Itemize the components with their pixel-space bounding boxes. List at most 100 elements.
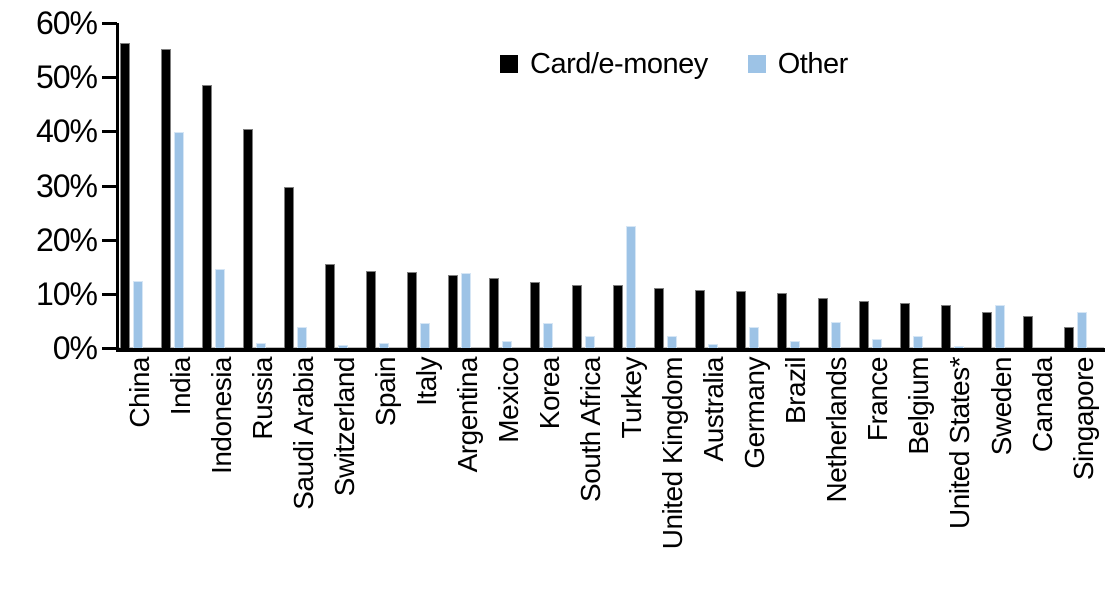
category-label-cell: Australia [694,357,735,577]
category-label: China [123,357,155,428]
category-label-cell: Korea [529,357,570,577]
bar-group-indonesia [201,23,242,348]
y-axis-tick-label: 40% [35,113,98,150]
category-label: Italy [410,357,442,406]
x-axis-category-labels: China India Indonesia Russia Saudi Arabia Swi… [119,357,1104,577]
bar-card [653,288,664,348]
category-label-cell: United States* [940,357,981,577]
card-series-swatch-icon [500,55,518,73]
y-axis-line [116,23,119,351]
bar-other [994,305,1005,348]
bar-other [215,269,226,348]
y-axis-tick-mark [102,130,117,134]
y-axis-tick-mark [102,76,117,80]
bar-group-brazil [776,23,817,348]
bar-card [940,305,951,348]
bar-other [912,336,923,348]
bar-other [871,338,882,348]
bar-group-canada [1022,23,1063,348]
y-axis-tick-label: 20% [35,221,98,258]
category-label-cell: Belgium [899,357,940,577]
bar-other [789,340,800,348]
bar-group-saudi-arabia [283,23,324,348]
bar-card [981,312,992,348]
y-axis-tick-mark [102,347,117,350]
chart-legend: Card/e-money Other [500,46,848,82]
bar-card [243,128,254,348]
bar-card [899,303,910,348]
category-label: Belgium [903,357,935,455]
y-axis-tick-label: 0% [52,330,98,366]
bar-other [666,335,677,348]
category-label: Indonesia [205,357,237,474]
category-label: India [164,357,196,416]
category-label-cell: Turkey [612,357,653,577]
legend-label-other: Other [777,48,849,80]
bar-card [284,186,295,348]
category-label-cell: Canada [1022,357,1063,577]
y-axis-tick-mark [102,238,117,242]
bar-other [133,281,143,348]
bar-card [612,285,623,348]
bar-group-netherlands [817,23,858,348]
category-label-cell: Netherlands [817,357,858,577]
bar-group-united-kingdom [653,23,694,348]
category-label: Russia [246,357,278,440]
y-axis-tick-label: 50% [35,59,98,96]
category-label: Australia [698,357,730,462]
category-label-cell: Russia [242,357,283,577]
bar-other [830,322,841,348]
bar-other [379,343,390,348]
bar-other [256,343,267,348]
category-label: Mexico [492,357,524,443]
bar-card [694,289,705,348]
y-axis-tick-mark [102,184,117,188]
category-label: United Kingdom [657,357,689,550]
bar-group-australia [694,23,735,348]
bar-group-belgium [899,23,940,348]
category-label-cell: South Africa [571,357,612,577]
bar-card [571,284,582,348]
bar-card [120,42,130,348]
bar-card [1064,327,1075,348]
category-label-cell: United Kingdom [653,357,694,577]
category-label: Turkey [616,357,648,439]
y-axis-tick-label: 10% [35,275,98,312]
bar-group-south-africa [571,23,612,348]
category-label: Argentina [451,357,483,473]
bar-card [325,263,336,348]
bar-card [776,293,787,348]
bar-other [461,272,472,348]
legend-label-card: Card/e-money [530,48,708,80]
bar-card [858,300,869,348]
bar-group-spain [365,23,406,348]
bar-card [489,277,500,348]
category-label-cell: Indonesia [201,357,242,577]
category-label: Canada [1026,357,1058,453]
bar-group-sweden [981,23,1022,348]
category-label-cell: France [858,357,899,577]
bar-group-germany [735,23,776,348]
bar-card [735,290,746,348]
category-label: Sweden [985,357,1017,456]
category-label-cell: Mexico [488,357,529,577]
plot-area [119,23,1104,348]
bar-group-mexico [488,23,529,348]
category-label-cell: India [160,357,201,577]
bar-other [502,340,513,348]
bar-card [817,297,828,348]
y-axis-tick-label: 30% [35,167,98,204]
bar-group-korea [529,23,570,348]
bar-other [707,343,718,348]
other-series-swatch-icon [747,55,766,73]
category-label: Netherlands [821,357,853,503]
bar-group-china [119,23,160,348]
x-axis-line [116,348,1105,352]
category-label: Germany [739,357,771,469]
category-label: Singapore [1067,357,1099,481]
category-label: Brazil [780,357,812,425]
bar-card [161,49,172,348]
category-label-cell: Spain [365,357,406,577]
bar-group-turkey [612,23,653,348]
